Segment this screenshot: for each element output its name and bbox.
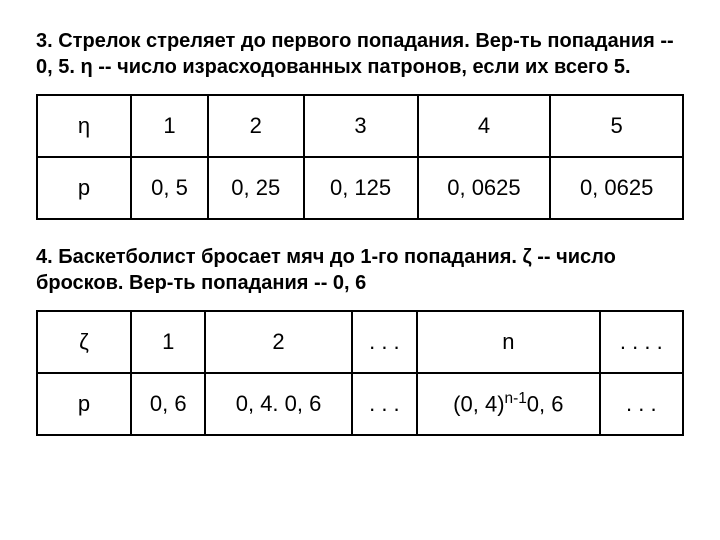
table-row: η 1 2 3 4 5: [37, 95, 683, 157]
cell: 1: [131, 95, 208, 157]
cell: 0, 5: [131, 157, 208, 219]
table-problem-3: η 1 2 3 4 5 p 0, 5 0, 25 0, 125 0, 0625 …: [36, 94, 684, 220]
cell: 0, 4. 0, 6: [205, 373, 351, 435]
cell: . . .: [352, 311, 417, 373]
cell-p-head: p: [37, 373, 131, 435]
cell: 0, 25: [208, 157, 304, 219]
cell-zeta-head: ζ: [37, 311, 131, 373]
cell-p-head: p: [37, 157, 131, 219]
cell-formula: (0, 4)n-10, 6: [417, 373, 600, 435]
cell: . . . .: [600, 311, 683, 373]
cell-eta-head: η: [37, 95, 131, 157]
cell: 0, 0625: [418, 157, 551, 219]
problem-3-text: 3. Стрелок стреляет до первого попадания…: [36, 28, 684, 80]
cell: 0, 6: [131, 373, 205, 435]
cell: 1: [131, 311, 205, 373]
cell: . . .: [352, 373, 417, 435]
formula-suffix: 0, 6: [527, 392, 564, 417]
formula-prefix: (0, 4): [453, 392, 504, 417]
table-row: ζ 1 2 . . . n . . . .: [37, 311, 683, 373]
table-row: p 0, 6 0, 4. 0, 6 . . . (0, 4)n-10, 6 . …: [37, 373, 683, 435]
cell: 2: [205, 311, 351, 373]
cell: . . .: [600, 373, 683, 435]
cell: 3: [304, 95, 418, 157]
cell: n: [417, 311, 600, 373]
table-row: p 0, 5 0, 25 0, 125 0, 0625 0, 0625: [37, 157, 683, 219]
formula-sup: n-1: [505, 390, 527, 407]
cell: 0, 125: [304, 157, 418, 219]
problem-4-text: 4. Баскетболист бросает мяч до 1-го попа…: [36, 244, 684, 296]
cell: 5: [550, 95, 683, 157]
cell: 0, 0625: [550, 157, 683, 219]
cell: 2: [208, 95, 304, 157]
cell: 4: [418, 95, 551, 157]
table-problem-4: ζ 1 2 . . . n . . . . p 0, 6 0, 4. 0, 6 …: [36, 310, 684, 436]
